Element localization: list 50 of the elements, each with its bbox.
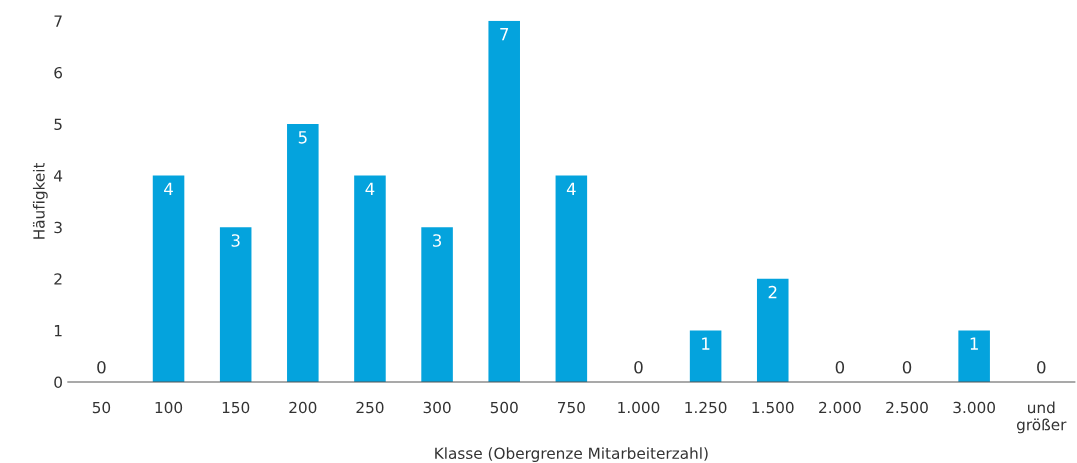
y-tick-label: 2 [54,273,62,285]
data-label: 0 [634,360,643,374]
x-tick-label: 750 [558,401,585,414]
bar [152,175,185,382]
x-tick-label: 100 [155,401,183,414]
data-label: 1 [970,337,978,350]
data-label: 4 [365,182,375,195]
data-label: 3 [231,234,240,247]
data-label: 4 [566,182,576,195]
x-tick-label: und größer [1016,401,1067,434]
y-tick-label: 4 [54,170,63,182]
y-tick-label: 6 [54,66,63,79]
y-tick-label: 3 [54,221,62,234]
bar [287,124,319,382]
bar [958,330,990,382]
x-tick-label: 1.500 [752,401,794,414]
bar [354,175,386,382]
bar [689,330,722,382]
x-tick-label: 250 [356,401,384,414]
x-tick-label: 300 [423,401,451,414]
x-tick-label: 3.000 [953,401,995,414]
x-tick-label: 150 [222,401,250,414]
bar [219,227,252,382]
data-label: 3 [433,234,442,247]
x-tick-label: 200 [289,401,317,414]
data-label: 2 [768,285,777,299]
data-label: 1 [702,337,710,350]
y-tick-label: 0 [54,376,62,388]
x-tick-label: 1.000 [618,401,660,414]
y-tick-label: 1 [54,325,62,337]
bar [488,20,520,382]
data-label: 0 [902,360,912,374]
x-tick-label: 50 [92,401,111,414]
x-axis-title: Klasse (Obergrenze Mitarbeiterzahl) [435,447,708,462]
bar [756,278,789,382]
data-label: 0 [835,360,845,374]
y-tick-label: 7 [54,15,62,27]
data-label: 0 [1037,360,1046,374]
x-tick-label: 2.000 [819,401,861,414]
y-tick-label: 5 [54,118,62,131]
x-tick-label: 2.500 [886,401,928,414]
data-label: 5 [298,131,307,144]
bar [555,175,588,382]
x-tick-label: 1.250 [685,401,727,414]
data-label: 0 [97,360,106,374]
x-tick-label: 500 [490,401,518,414]
y-axis-title: Häufigkeit [32,162,48,239]
data-label: 7 [500,28,509,41]
bar [421,227,453,382]
data-label: 4 [164,182,173,195]
